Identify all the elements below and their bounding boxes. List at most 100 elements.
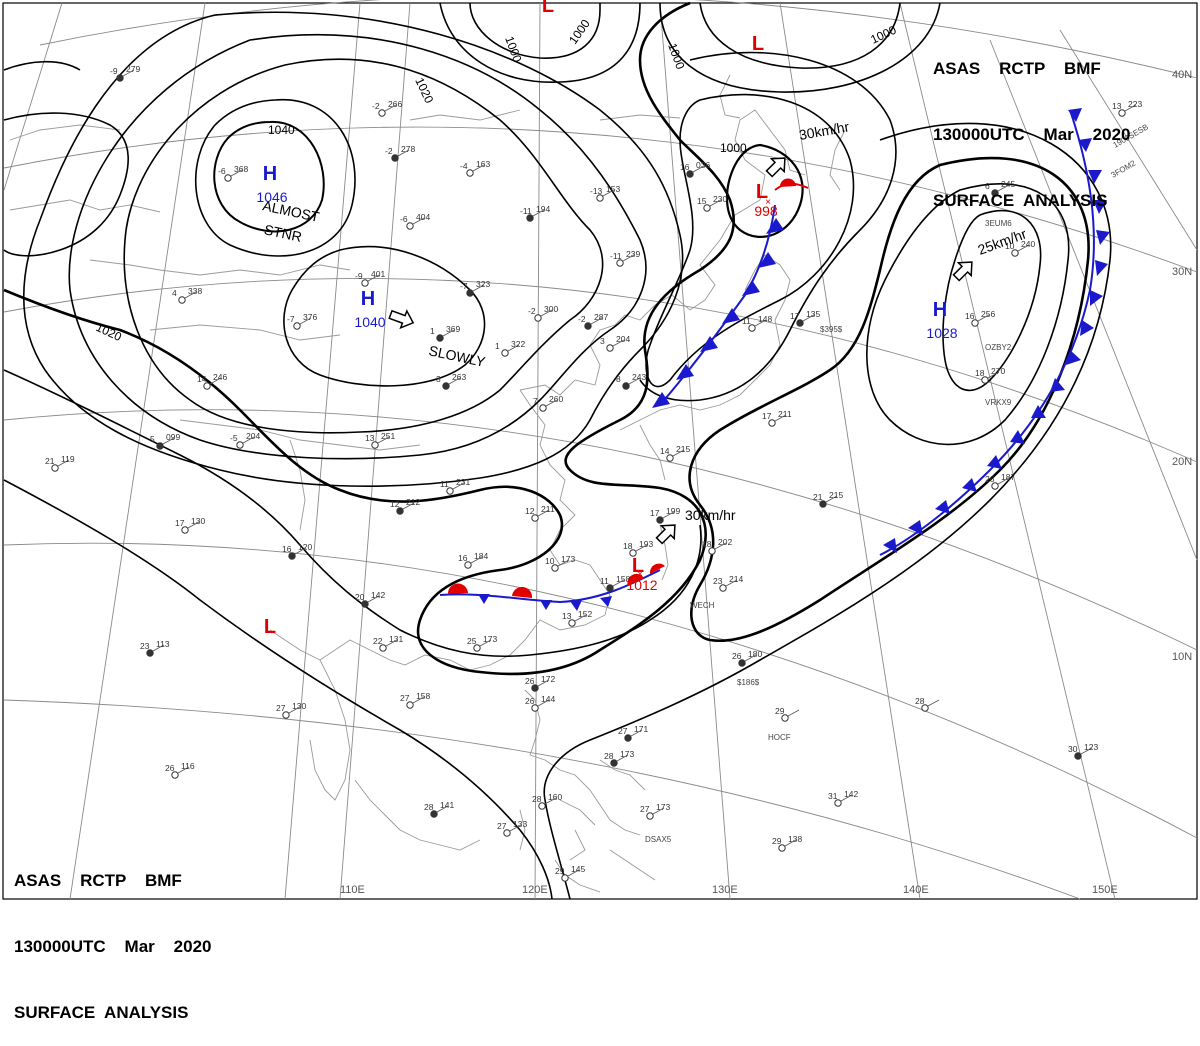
station-pressure: 338 [188, 286, 202, 296]
motion-arrow-icon [388, 309, 415, 330]
station-circle-icon [834, 799, 842, 807]
wind-barb-icon [452, 482, 465, 490]
station-pressure: 120 [298, 542, 312, 552]
station-temp: 17 [762, 411, 772, 421]
wind-barb-icon [402, 502, 415, 510]
wind-barb-icon [744, 654, 757, 662]
station-temp: -7 [460, 281, 468, 291]
station-pressure: 212 [406, 497, 420, 507]
station-circle-icon [396, 507, 404, 515]
station-temp: 30 [1068, 744, 1078, 754]
wind-barb-icon [754, 319, 767, 327]
wind-barb-icon [470, 556, 483, 564]
station-plot: 11 148 [742, 314, 772, 332]
station-plot: 27 171 [618, 724, 648, 742]
isobar-label: 1020 [412, 75, 436, 105]
center-motion-note: SLOWLY [427, 342, 487, 370]
wind-barb-icon [574, 614, 587, 622]
weather-map: 40N 30N 20N 10N 110E 120E 130E 140E 150E [2, 0, 1198, 900]
wind-barb-icon [209, 377, 222, 385]
station-circle-icon [236, 441, 244, 449]
station-pressure: 202 [718, 537, 732, 547]
station-circle-icon [436, 334, 444, 342]
station-circle-icon [561, 874, 569, 882]
station-temp: 23 [713, 576, 723, 586]
station-plot: 16 120 [282, 542, 312, 560]
wind-barb-icon [509, 824, 522, 832]
station-plot: 16 036 [680, 160, 710, 178]
station-temp: 28 [915, 696, 925, 706]
low-center-marker: × [765, 197, 771, 208]
wind-barb-icon [652, 807, 665, 815]
station-circle-icon [991, 189, 999, 197]
station-plot: 22 131 [373, 634, 403, 652]
wind-barb-icon [1017, 244, 1030, 252]
lon-label: 140E [903, 884, 929, 896]
station-circle-icon [442, 382, 450, 390]
wind-barb-icon [537, 699, 550, 707]
wind-barb-icon [709, 199, 722, 207]
station-plot: -2 278 [385, 144, 415, 162]
high-center-letter: H [933, 299, 947, 321]
station-circle-icon [778, 844, 786, 852]
station-circle-icon [1118, 109, 1126, 117]
station-pressure: 193 [639, 539, 653, 549]
station-circle-icon [371, 441, 379, 449]
station-temp: -6 [218, 166, 226, 176]
station-plot: 14 215 [660, 444, 690, 462]
wind-barb-icon [692, 165, 705, 173]
warm-front-bulge [779, 178, 796, 187]
ship-id: VRKX9 [985, 398, 1012, 407]
station-plot: -7 323 [460, 279, 490, 297]
station-circle-icon [551, 564, 559, 572]
station-plot: 26 180 [732, 649, 762, 667]
station-temp: 7 [533, 396, 538, 406]
station-temp: 22 [373, 636, 383, 646]
station-plot: 15 230 [697, 194, 727, 212]
station-pressure: 323 [476, 279, 490, 289]
station-circle-icon [501, 349, 509, 357]
wind-barb-icon [367, 595, 380, 603]
station-pressure: 119 [61, 454, 75, 464]
station-pressure: 211 [778, 409, 792, 419]
station-temp: -9 [110, 66, 118, 76]
station-pressure: 278 [401, 144, 415, 154]
station-plot: 7 260 [533, 394, 563, 412]
wind-barb-icon [187, 521, 200, 529]
lon-label: 150E [1092, 884, 1118, 896]
station-pressure: 133 [513, 819, 527, 829]
station-pressure: 239 [626, 249, 640, 259]
station-plot: -7 376 [287, 312, 317, 330]
station-circle-icon [781, 714, 789, 722]
station-temp: -2 [385, 146, 393, 156]
station-circle-icon [624, 734, 632, 742]
wind-barb-icon [662, 511, 675, 519]
station-circle-icon [971, 319, 979, 327]
station-circle-icon [466, 169, 474, 177]
station-temp: -5 [230, 433, 238, 443]
ship-id: HOCF [768, 733, 791, 742]
station-temp: 14 [197, 374, 207, 384]
station-plot: 23 113 [140, 639, 170, 657]
station-pressure: 152 [578, 609, 592, 619]
station-plot: -4 163 [460, 159, 490, 177]
station-temp: 4 [172, 288, 177, 298]
station-temp: -2 [372, 101, 380, 111]
station-plot: 27 133 [497, 819, 527, 837]
station-plot: 26 116 [165, 761, 195, 779]
station-temp: 27 [497, 821, 507, 831]
low-center-marker: × [637, 569, 643, 580]
station-circle-icon [391, 154, 399, 162]
station-plot: 11 231 [440, 477, 470, 495]
station-circle-icon [526, 214, 534, 222]
station-temp: 16 [965, 311, 975, 321]
station-plot: 29 145 [555, 864, 585, 882]
station-pressure: 199 [666, 506, 680, 516]
station-temp: 18 [623, 541, 633, 551]
station-pressure: 263 [452, 372, 466, 382]
wind-barb-icon [367, 274, 380, 282]
station-temp: 26 [525, 676, 535, 686]
station-temp: 12 [525, 506, 535, 516]
station-plot: 16 184 [458, 551, 488, 569]
station-pressure: 194 [536, 204, 550, 214]
